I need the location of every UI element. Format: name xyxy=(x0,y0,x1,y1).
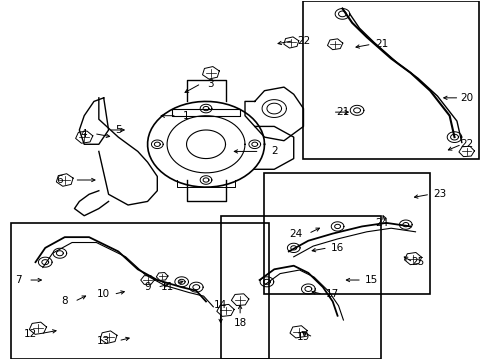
Text: 20: 20 xyxy=(460,93,473,103)
Text: 21: 21 xyxy=(375,39,388,49)
Text: 21: 21 xyxy=(336,107,349,117)
Text: 8: 8 xyxy=(61,296,68,306)
Text: 11: 11 xyxy=(160,282,173,292)
Text: 25: 25 xyxy=(411,257,425,267)
Text: 24: 24 xyxy=(290,229,303,239)
Text: 17: 17 xyxy=(326,289,339,299)
Text: 6: 6 xyxy=(56,175,63,185)
Text: 4: 4 xyxy=(81,129,88,139)
Text: 2: 2 xyxy=(271,147,277,157)
Text: 18: 18 xyxy=(234,318,247,328)
Text: 10: 10 xyxy=(97,289,110,299)
Bar xyxy=(220,216,381,359)
Text: 22: 22 xyxy=(460,139,473,149)
Text: 15: 15 xyxy=(365,275,378,285)
Text: 22: 22 xyxy=(297,36,310,46)
Text: 3: 3 xyxy=(208,78,214,89)
Text: 1: 1 xyxy=(183,111,190,121)
Bar xyxy=(265,173,430,294)
Text: 7: 7 xyxy=(15,275,22,285)
Text: 23: 23 xyxy=(433,189,446,199)
Text: 9: 9 xyxy=(144,282,151,292)
Text: 13: 13 xyxy=(97,336,110,346)
Text: 16: 16 xyxy=(331,243,344,253)
Bar xyxy=(303,1,479,158)
Text: 14: 14 xyxy=(214,300,227,310)
Text: 5: 5 xyxy=(115,125,122,135)
Bar xyxy=(11,223,270,359)
Text: 24: 24 xyxy=(375,218,388,228)
Text: 19: 19 xyxy=(297,332,310,342)
Text: 12: 12 xyxy=(24,329,37,339)
